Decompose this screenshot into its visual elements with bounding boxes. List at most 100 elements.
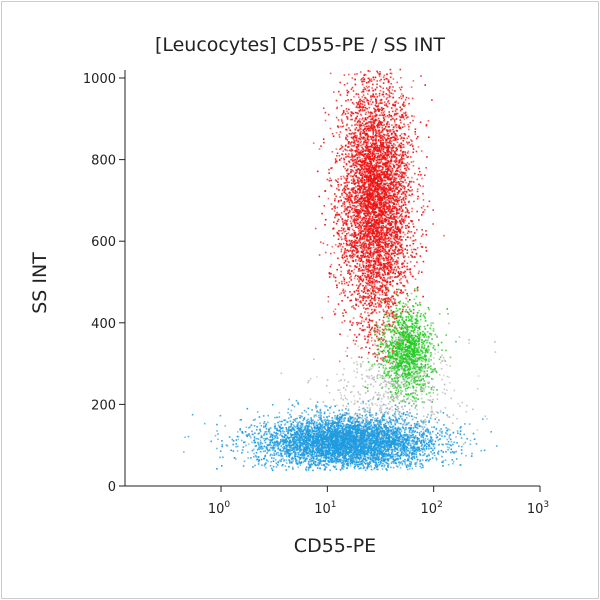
data-point [363,199,366,201]
data-point [376,248,379,251]
data-point [400,244,403,246]
data-point [339,245,342,247]
data-point [383,202,385,205]
data-point [381,179,384,182]
data-point [402,143,405,146]
data-point [389,194,391,197]
data-point [367,312,369,314]
data-point [364,274,366,277]
data-point [400,248,403,251]
data-point [406,224,409,227]
data-point [400,222,402,224]
data-point [385,262,388,265]
data-point [360,151,363,154]
data-point [366,89,368,92]
data-point [393,317,396,320]
data-point [364,247,366,250]
data-point [381,202,383,205]
data-point [378,244,380,246]
data-point [382,188,384,191]
data-point [378,202,381,205]
data-point [352,215,354,217]
data-point [384,194,386,196]
data-point [370,227,373,230]
data-point [393,232,395,234]
data-point [386,216,388,219]
data-point [375,238,377,240]
data-point [398,205,401,208]
data-point [396,211,398,213]
data-point [391,257,393,259]
data-point [357,192,360,195]
data-point [390,299,392,301]
data-point [362,130,365,132]
data-point [384,355,386,358]
data-point [331,151,334,153]
data-point [402,181,405,183]
data-point [364,113,367,116]
data-point [395,230,397,233]
data-point [380,241,383,244]
data-point [375,102,378,104]
data-point [373,119,376,122]
data-point [362,246,364,249]
data-point [392,163,394,166]
data-point [410,180,413,183]
data-point [369,243,371,246]
data-point [336,152,339,155]
data-point [366,273,369,276]
data-point [385,165,388,168]
data-point [364,126,366,128]
data-point [357,210,359,213]
data-point [381,278,384,280]
data-point [360,186,363,188]
data-point [396,200,399,203]
data-point [341,120,343,122]
data-point [369,253,372,256]
data-point [348,196,350,198]
data-point [376,296,379,299]
data-point [388,146,390,148]
data-point [378,287,380,290]
data-point [397,248,400,250]
data-point [374,303,377,305]
data-point [368,160,371,162]
data-point [346,197,349,199]
data-point [374,208,377,211]
data-point [399,138,402,140]
data-point [388,220,390,222]
data-point [340,118,343,121]
data-point [345,223,347,226]
data-point [373,111,376,113]
data-point [387,190,389,193]
data-point [347,212,349,215]
data-point [392,259,395,261]
data-point [339,131,342,133]
data-point [395,124,398,126]
data-point [342,290,344,292]
data-point [381,135,383,137]
data-point [369,100,372,103]
data-point [364,281,367,284]
data-point [389,166,392,168]
data-point [392,78,395,80]
data-point [407,306,409,308]
data-point [354,158,357,161]
data-point [391,315,394,317]
data-point [371,168,373,171]
data-point [350,136,353,139]
data-point [369,184,372,186]
data-point [403,192,405,195]
data-point [363,288,365,291]
data-point [380,186,383,189]
data-point [384,237,386,240]
data-point [363,157,366,160]
data-point [369,262,371,265]
data-point [364,292,367,294]
data-point [393,213,396,215]
data-point [337,125,339,127]
data-point [358,152,361,154]
data-point [378,139,380,141]
data-point [385,250,387,253]
data-point [401,160,403,163]
